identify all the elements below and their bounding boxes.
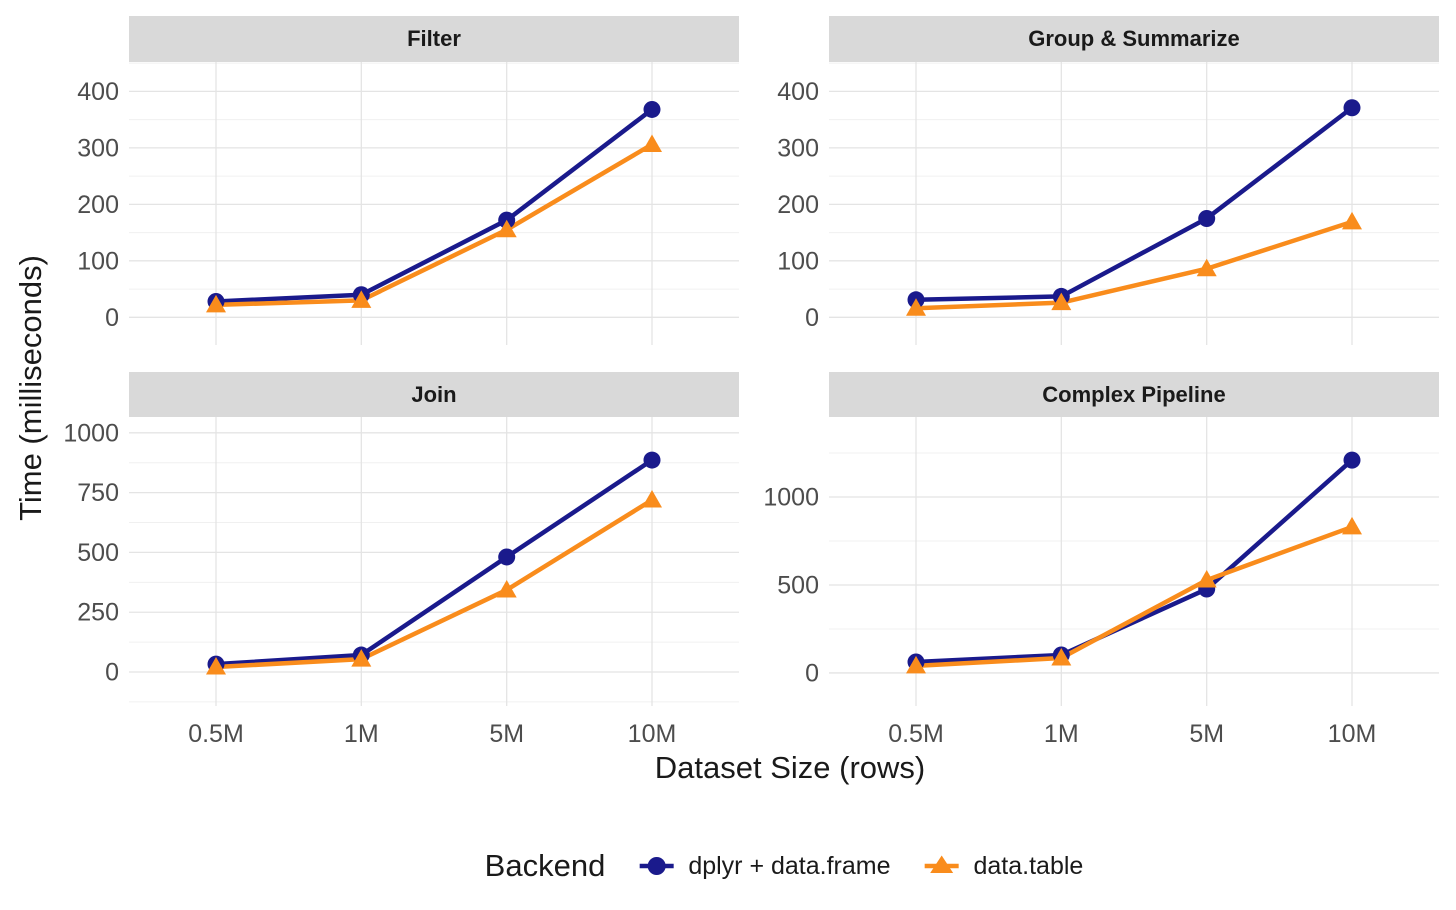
x-tick-label: 5M [489, 720, 524, 748]
data-point-triangle [1342, 211, 1362, 230]
data-point-triangle [1196, 258, 1217, 277]
y-tick-label: 250 [77, 599, 119, 627]
y-tick-label: 200 [77, 191, 119, 219]
facet-strip-join: Join [129, 372, 739, 417]
y-tick-label: 100 [77, 247, 119, 275]
data-point-circle [1198, 209, 1216, 227]
data-point-triangle [906, 655, 926, 674]
data-point-triangle [496, 579, 517, 598]
line-triangle-key-icon [924, 855, 959, 873]
series-line [215, 498, 654, 670]
data-point-circle [1343, 451, 1361, 469]
data-point-triangle [351, 649, 372, 667]
y-tick-label: 400 [777, 78, 819, 106]
data-point-triangle [206, 294, 226, 313]
y-tick-label: 0 [105, 304, 119, 332]
line-circle-key-icon [639, 857, 674, 875]
data-point-circle [643, 451, 661, 469]
series-line [915, 219, 1353, 311]
x-tick-label: 1M [344, 720, 379, 748]
x-tick-label: 0.5M [888, 720, 944, 748]
data-point-triangle [351, 290, 372, 308]
data-point-circle [643, 100, 661, 118]
data-point-triangle [1342, 516, 1362, 535]
data-point-triangle [496, 219, 517, 238]
facet-strip-filter: Filter [129, 16, 739, 62]
y-tick-label: 400 [77, 78, 119, 106]
series-line [215, 142, 654, 308]
data-point-circle [498, 548, 516, 566]
y-tick-label: 0 [805, 304, 819, 332]
data-point-triangle [1051, 292, 1072, 311]
y-tick-label: 500 [777, 571, 819, 599]
data-point-triangle [642, 490, 662, 508]
data-point-triangle [906, 298, 926, 316]
legend: Backend dplyr + data.frame data.table [485, 848, 1084, 884]
legend-item-label: dplyr + data.frame [688, 851, 891, 880]
x-tick-label: 10M [1328, 720, 1377, 748]
series-line [915, 458, 1354, 665]
legend-item-label: data.table [973, 851, 1084, 880]
data-point-circle [1343, 99, 1361, 117]
facet-strip-group-summarize: Group & Summarize [829, 16, 1439, 62]
facet-panel-group-summarize: 0 100 200 300 400 [777, 62, 1439, 345]
y-tick-label: 1000 [763, 484, 819, 512]
y-tick-label: 200 [777, 191, 819, 219]
y-tick-label: 300 [77, 134, 119, 162]
y-axis-title: Time (milliseconds) [13, 255, 48, 521]
legend-title: Backend [484, 848, 606, 883]
x-tick-label: 1M [1044, 720, 1079, 748]
y-tick-label: 750 [77, 479, 119, 507]
series-line [215, 458, 654, 667]
y-tick-label: 1000 [63, 419, 119, 447]
x-axis-title: Dataset Size (rows) [654, 750, 926, 785]
data-point-triangle [642, 134, 662, 152]
facet-panel-complex-pipeline: 0 500 1000 0.5M 1M 5M 10M [763, 417, 1439, 748]
facet-panel-filter: 0 100 200 300 400 [77, 62, 739, 345]
y-tick-label: 0 [805, 659, 819, 687]
x-tick-label: 0.5M [188, 720, 244, 748]
x-tick-label: 10M [628, 720, 677, 748]
y-tick-label: 300 [777, 134, 819, 162]
y-tick-label: 0 [105, 659, 119, 687]
x-tick-label: 5M [1189, 720, 1224, 748]
data-point-triangle [1051, 647, 1072, 666]
legend-item-datatable: data.table [923, 851, 1084, 881]
legend-item-dplyr: dplyr + data.frame [637, 851, 891, 881]
series-line [215, 107, 654, 304]
data-point-triangle [206, 657, 226, 675]
facet-panel-join: 0 250 500 750 1000 0.5M 1M 5M 10M [63, 417, 739, 748]
facet-strip-complex-pipeline: Complex Pipeline [829, 372, 1439, 417]
series-line [915, 524, 1353, 669]
series-line [915, 105, 1354, 303]
data-point-triangle [1196, 570, 1217, 588]
y-tick-label: 500 [77, 539, 119, 567]
y-tick-label: 100 [777, 247, 819, 275]
